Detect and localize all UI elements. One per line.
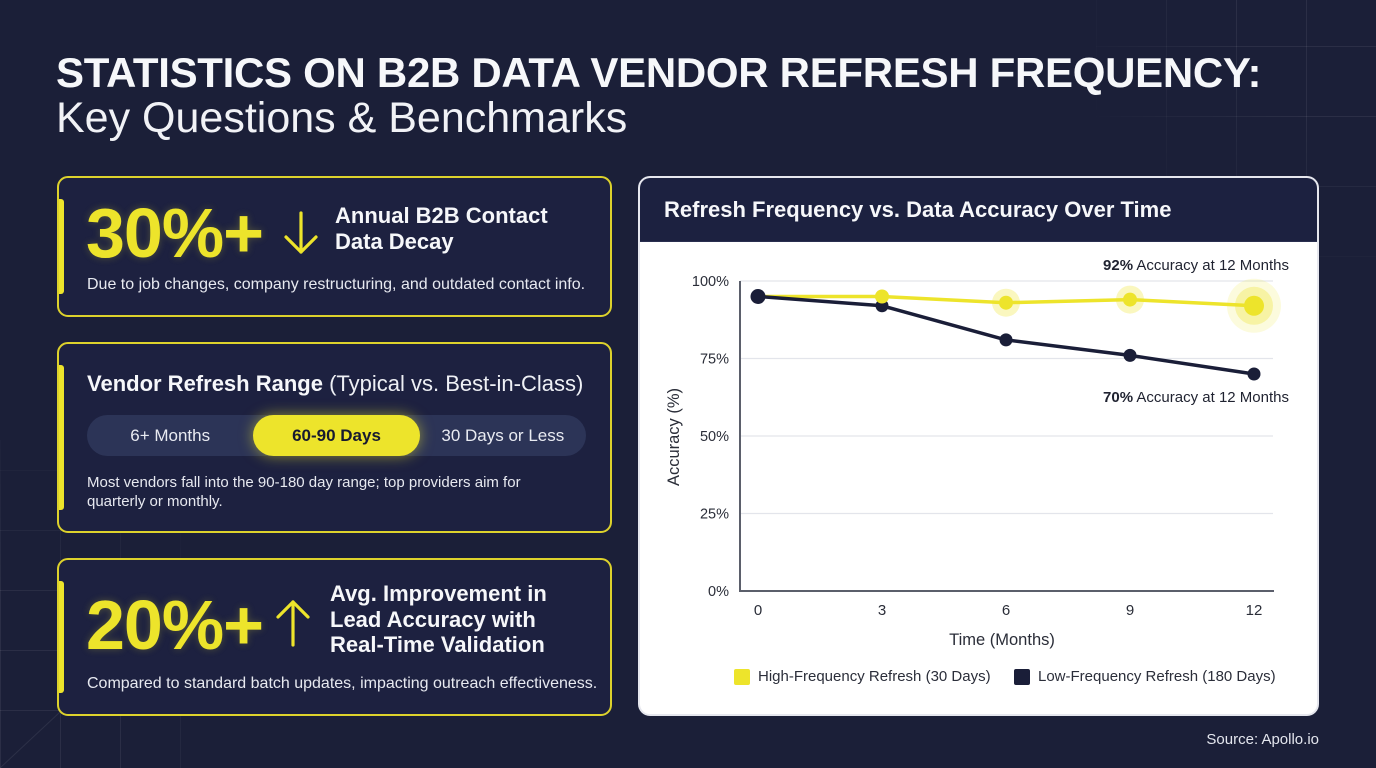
y-tick-label: 100%	[692, 274, 729, 290]
stat-title: Avg. Improvement in Lead Accuracy with R…	[330, 581, 547, 658]
legend-item-low-frequency[interactable]: Low-Frequency Refresh (180 Days)	[1014, 668, 1276, 685]
arrow-up-icon	[273, 598, 313, 648]
card-accent-bar	[59, 581, 64, 693]
annotation-label: 92% Accuracy at 12 Months	[1103, 257, 1289, 274]
stat-title-line: Data Decay	[335, 229, 454, 254]
data-point-high	[1244, 295, 1264, 316]
y-tick-label: 25%	[700, 507, 729, 523]
refresh-range-segmented-control: 6+ Months 60-90 Days 30 Days or Less	[87, 415, 586, 456]
card-accent-bar	[59, 365, 64, 510]
y-tick-label: 75%	[700, 352, 729, 368]
range-title-light: (Typical vs. Best-in-Class)	[322, 371, 584, 396]
page-subtitle: Key Questions & Benchmarks	[56, 94, 628, 142]
data-point-high	[1123, 292, 1137, 307]
y-axis-title: Accuracy (%)	[665, 388, 683, 486]
x-tick-label: 0	[754, 602, 762, 619]
range-title-bold: Vendor Refresh Range	[87, 371, 323, 396]
data-point-high	[875, 289, 889, 304]
data-point-low	[999, 333, 1013, 347]
x-tick-label: 12	[1246, 602, 1263, 619]
data-point-low	[750, 289, 766, 304]
legend-item-high-frequency[interactable]: High-Frequency Refresh (30 Days)	[734, 668, 991, 685]
stat-title-line: Real-Time Validation	[330, 632, 545, 657]
segment-60-90-days[interactable]: 60-90 Days	[253, 415, 420, 456]
stat-value: 20%+	[86, 586, 264, 664]
chart-title: Refresh Frequency vs. Data Accuracy Over…	[664, 196, 1172, 222]
annotation-label: 70% Accuracy at 12 Months	[1103, 389, 1289, 406]
legend-label: High-Frequency Refresh (30 Days)	[758, 668, 991, 685]
y-tick-label: 0%	[708, 584, 729, 600]
data-point-low	[1123, 348, 1137, 362]
page-title: STATISTICS ON B2B DATA VENDOR REFRESH FR…	[56, 49, 1262, 96]
data-point-high	[999, 295, 1013, 310]
stat-title: Annual B2B Contact Data Decay	[335, 203, 548, 255]
legend-swatch-navy-icon	[1014, 668, 1030, 685]
range-description: Most vendors fall into the 90-180 day ra…	[87, 474, 521, 510]
segment-30-days-or-less[interactable]: 30 Days or Less	[441, 425, 565, 445]
y-tick-label: 50%	[700, 429, 729, 445]
vendor-refresh-range-card: Vendor Refresh Range (Typical vs. Best-i…	[57, 342, 612, 533]
stat-card-data-decay: 30%+ Annual B2B Contact Data Decay Due t…	[57, 176, 612, 317]
stat-title-line: Lead Accuracy with	[330, 606, 536, 632]
card-accent-bar	[59, 199, 64, 294]
stat-title-line: Avg. Improvement in	[330, 581, 547, 606]
x-tick-label: 9	[1126, 602, 1134, 619]
line-chart: 0% 25% 50% 75% 100% 0 3 6 9 12 Time (Months) Accura…	[665, 257, 1289, 649]
chart-header: Refresh Frequency vs. Data Accuracy Over…	[640, 178, 1317, 242]
stat-title-line: Annual B2B Contact	[335, 203, 548, 228]
stat-card-lead-accuracy: 20%+ Avg. Improvement in Lead Accuracy w…	[57, 558, 612, 716]
stat-value: 30%+	[86, 194, 264, 272]
source-credit: Source: Apollo.io	[1206, 731, 1319, 748]
x-tick-label: 3	[878, 602, 886, 619]
legend-swatch-yellow-icon	[734, 668, 750, 685]
decorative-diagonal-line	[0, 711, 61, 768]
x-tick-label: 6	[1002, 602, 1010, 619]
segment-6-plus-months[interactable]: 6+ Months	[130, 425, 211, 445]
arrow-down-icon	[282, 210, 320, 256]
data-point-low	[1247, 367, 1261, 381]
legend-label: Low-Frequency Refresh (180 Days)	[1038, 668, 1276, 685]
x-axis-title: Time (Months)	[949, 631, 1055, 649]
stat-description: Compared to standard batch updates, impa…	[87, 675, 598, 692]
range-title: Vendor Refresh Range (Typical vs. Best-i…	[87, 370, 583, 398]
stat-description: Due to job changes, company restructurin…	[87, 276, 586, 293]
chart-panel: Refresh Frequency vs. Data Accuracy Over…	[638, 176, 1319, 716]
